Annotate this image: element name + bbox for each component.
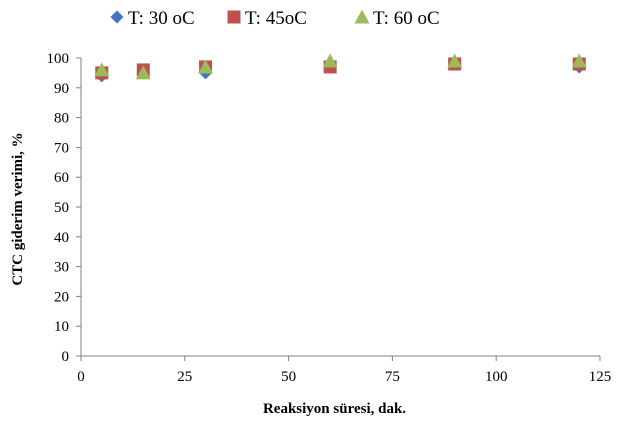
legend-marker <box>110 10 124 24</box>
legend-label: T: 45oC <box>245 8 307 29</box>
legend-label: T: 30 oC <box>128 8 195 29</box>
legend: T: 30 oC T: 45oC T: 60 oC <box>110 8 440 29</box>
x-tick-label: 100 <box>485 369 508 385</box>
y-tick-label: 0 <box>62 349 70 365</box>
data-point <box>322 53 338 68</box>
legend-marker <box>227 10 241 24</box>
y-tick-label: 30 <box>54 260 69 276</box>
y-axis-title: CTC giderim verimi, % <box>10 132 26 285</box>
y-tick-label: 40 <box>54 230 69 246</box>
x-axis-title: Reaksiyon süresi, dak. <box>263 401 406 417</box>
data-point <box>198 59 214 74</box>
legend-label: T: 60 oC <box>373 8 440 29</box>
axes: 0 25 50 75 100 125 0 10 20 30 40 50 60 70 80 90 100 <box>47 51 612 385</box>
x-tick-label: 0 <box>77 369 85 385</box>
data-point <box>135 65 151 80</box>
y-tick-label: 80 <box>54 111 69 127</box>
data-point <box>94 62 110 77</box>
data-points <box>94 53 587 83</box>
x-tick-label: 25 <box>177 369 192 385</box>
series-diamond <box>95 57 586 83</box>
y-tick-label: 50 <box>54 200 69 216</box>
y-tick-label: 20 <box>54 289 69 305</box>
data-point <box>447 53 463 68</box>
y-tick-label: 100 <box>47 51 70 67</box>
y-tick-label: 10 <box>54 319 69 335</box>
data-point <box>571 53 587 68</box>
x-tick-label: 50 <box>281 369 296 385</box>
legend-item: T: 30 oC <box>110 8 195 29</box>
y-ticks: 0 10 20 30 40 50 60 70 80 90 100 <box>47 51 81 365</box>
x-ticks: 0 25 50 75 100 125 <box>77 356 611 385</box>
y-tick-label: 60 <box>54 170 69 186</box>
legend-item: T: 45oC <box>227 8 307 29</box>
y-tick-label: 70 <box>54 140 69 156</box>
series-triangle <box>94 53 587 80</box>
series-square <box>95 57 586 80</box>
x-tick-label: 75 <box>385 369 400 385</box>
legend-item: T: 60 oC <box>354 8 440 29</box>
x-tick-label: 125 <box>589 369 612 385</box>
legend-marker <box>354 9 370 24</box>
y-tick-label: 90 <box>54 81 69 97</box>
